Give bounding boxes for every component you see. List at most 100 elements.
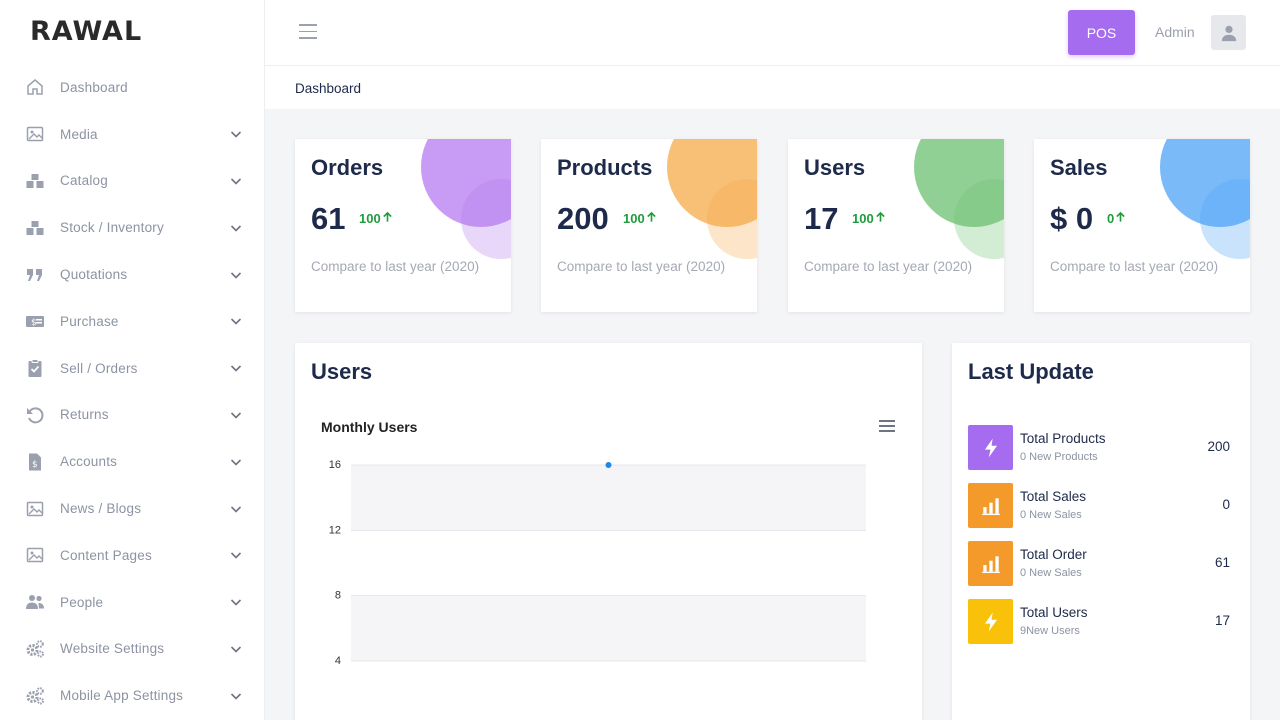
sidebar-item-mobile-app-settings[interactable]: Mobile App Settings: [0, 672, 265, 719]
sidebar-item-stock-inventory[interactable]: Stock / Inventory: [0, 204, 265, 251]
last-update-name: Total Order: [1020, 547, 1087, 562]
last-update-sub: 0 New Sales: [1020, 567, 1082, 579]
sidebar-item-news-blogs[interactable]: News / Blogs: [0, 485, 265, 532]
data-point: [605, 462, 612, 468]
sidebar-item-label: News / Blogs: [60, 501, 142, 517]
sidebar-item-label: Mobile App Settings: [60, 688, 184, 704]
chevron-down-icon[interactable]: [229, 221, 243, 235]
home-icon: [24, 76, 46, 98]
chevron-down-icon[interactable]: [229, 548, 243, 562]
grid-band: [351, 595, 866, 661]
chevron-down-icon[interactable]: [229, 455, 243, 469]
chevron-down-icon[interactable]: [229, 408, 243, 422]
stat-card-products: Products 200 100 Compare to last year (2020…: [541, 139, 757, 312]
stat-value: 17: [804, 201, 839, 236]
chevron-down-icon[interactable]: [229, 361, 243, 375]
chevron-down-icon[interactable]: [229, 268, 243, 282]
sidebar-item-catalog[interactable]: Catalog: [0, 158, 265, 205]
last-update-name: Total Users: [1020, 605, 1088, 620]
y-tick-label: 16: [329, 459, 341, 471]
sidebar-item-label: Sell / Orders: [60, 360, 138, 376]
stat-trend: 100: [852, 211, 886, 226]
stat-value: 61: [311, 201, 346, 236]
stat-title: Sales: [1050, 155, 1108, 180]
chevron-down-icon[interactable]: [229, 502, 243, 516]
users-icon: [24, 591, 46, 613]
sidebar-nav: Dashboard Media Catalog Stock / Inventory Qu…: [0, 64, 265, 719]
sidebar-item-label: Stock / Inventory: [60, 220, 164, 236]
svg-text:$: $: [32, 460, 38, 470]
chart-menu-icon[interactable]: [879, 420, 895, 433]
chevron-down-icon[interactable]: [229, 595, 243, 609]
admin-name[interactable]: Admin: [1155, 24, 1195, 40]
stat-trend-value: 100: [623, 211, 645, 226]
chevron-down-icon[interactable]: [229, 642, 243, 656]
sidebar-item-label: Dashboard: [60, 79, 128, 95]
sidebar-item-purchase[interactable]: $ Purchase: [0, 298, 265, 345]
user-avatar-icon[interactable]: [1211, 15, 1246, 50]
menu-toggle-icon[interactable]: [299, 24, 317, 40]
stat-trend-value: 100: [852, 211, 874, 226]
clipboard-check-icon: [24, 357, 46, 379]
image-icon: [24, 498, 46, 520]
chevron-down-icon[interactable]: [229, 314, 243, 328]
last-update-item: Total Order 0 New Sales 61: [968, 541, 1234, 587]
stat-trend-value: 100: [359, 211, 381, 226]
sidebar-item-label: Media: [60, 126, 98, 142]
y-tick-label: 8: [335, 590, 341, 602]
grid-band: [351, 465, 866, 531]
file-invoice-icon: $: [24, 451, 46, 473]
top-bar: POS Admin: [265, 0, 1280, 66]
arrow-up-icon: [645, 211, 657, 226]
money-bill-icon: $: [24, 310, 46, 332]
breadcrumb: Dashboard: [295, 81, 362, 96]
users-card-title: Users: [311, 359, 373, 384]
last-update-value: 17: [1214, 613, 1230, 628]
y-tick-label: 12: [329, 524, 341, 536]
stat-card-sales: Sales $ 0 0 Compare to last year (2020): [1034, 139, 1250, 312]
breadcrumb-bar: Dashboard: [265, 66, 1280, 109]
sidebar: RAWAL Dashboard Media Catalog Stock / Inven…: [0, 0, 265, 720]
svg-text:$: $: [31, 318, 37, 328]
chevron-down-icon[interactable]: [229, 689, 243, 703]
bolt-icon: [968, 599, 1013, 644]
sidebar-item-dashboard[interactable]: Dashboard: [0, 64, 265, 111]
y-tick-label: 4: [335, 655, 341, 667]
sidebar-item-sell-orders[interactable]: Sell / Orders: [0, 345, 265, 392]
stat-compare-text: Compare to last year (2020): [804, 259, 973, 274]
sidebar-item-content-pages[interactable]: Content Pages: [0, 532, 265, 579]
arrow-up-icon: [874, 211, 886, 226]
bar-chart-icon: [968, 483, 1013, 528]
sidebar-item-website-settings[interactable]: Website Settings: [0, 626, 265, 673]
brand-logo: RAWAL: [30, 16, 143, 47]
pos-button[interactable]: POS: [1068, 10, 1135, 55]
last-update-sub: 9New Users: [1020, 625, 1080, 637]
sidebar-item-quotations[interactable]: Quotations: [0, 251, 265, 298]
stat-value: 200: [557, 201, 609, 236]
sidebar-item-label: Catalog: [60, 173, 108, 189]
last-update-sub: 0 New Products: [1020, 451, 1098, 463]
boxes-icon: [24, 170, 46, 192]
stat-compare-text: Compare to last year (2020): [1050, 259, 1219, 274]
last-update-item: Total Users 9New Users 17: [968, 599, 1234, 645]
bar-chart-icon: [968, 541, 1013, 586]
image-icon: [24, 544, 46, 566]
quote-icon: [24, 264, 46, 286]
stat-title: Users: [804, 155, 866, 180]
sidebar-item-label: People: [60, 594, 104, 610]
stat-trend: 0: [1107, 211, 1126, 226]
stat-card-orders: Orders 61 100 Compare to last year (2020): [295, 139, 511, 312]
stat-compare-text: Compare to last year (2020): [557, 259, 726, 274]
sidebar-item-returns[interactable]: Returns: [0, 392, 265, 439]
stat-trend: 100: [359, 211, 393, 226]
sidebar-item-label: Purchase: [60, 313, 119, 329]
sidebar-item-label: Accounts: [60, 454, 118, 470]
sidebar-item-people[interactable]: People: [0, 579, 265, 626]
chevron-down-icon[interactable]: [229, 127, 243, 141]
last-update-value: 61: [1214, 555, 1230, 570]
sidebar-item-accounts[interactable]: $ Accounts: [0, 438, 265, 485]
last-update-sub: 0 New Sales: [1020, 509, 1082, 521]
chevron-down-icon[interactable]: [229, 174, 243, 188]
boxes-icon: [24, 217, 46, 239]
sidebar-item-media[interactable]: Media: [0, 111, 265, 158]
